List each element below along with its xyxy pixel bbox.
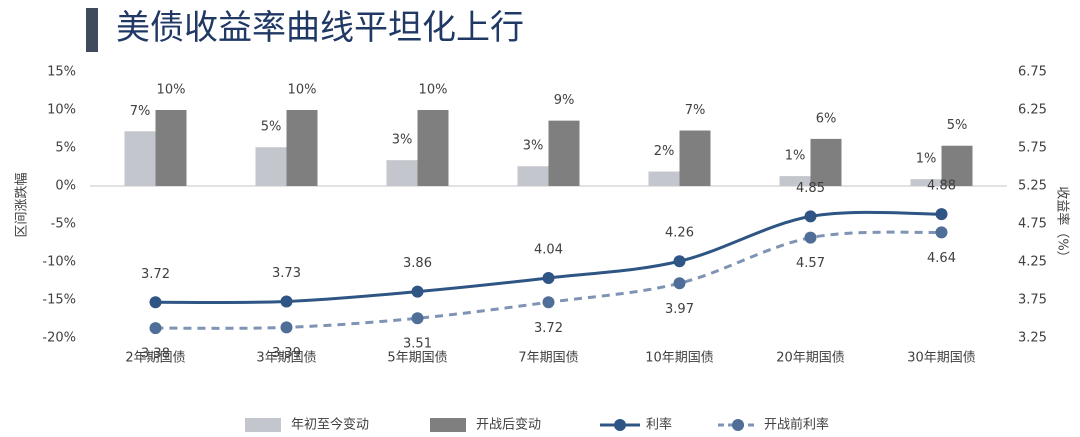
point [673, 277, 686, 290]
x-tick-label: 2年期国债 [125, 351, 185, 366]
point-label: 4.64 [927, 251, 956, 266]
bar [386, 160, 418, 186]
point-label: 3.73 [272, 266, 301, 281]
y2-tick-label: 4.25 [1018, 255, 1047, 270]
bar [124, 131, 156, 186]
point [935, 226, 948, 239]
bar [517, 166, 549, 186]
y-tick-label: 0% [55, 179, 76, 194]
y-tick-label: -10% [42, 255, 76, 270]
point-label: 4.26 [665, 226, 694, 241]
bar-label: 5% [947, 118, 968, 133]
bar [810, 138, 842, 186]
bar-label: 9% [554, 93, 575, 108]
point-label: 4.88 [927, 179, 956, 194]
point [542, 271, 555, 284]
y2-tick-label: 5.75 [1018, 141, 1047, 156]
bar [779, 176, 811, 186]
bar-label: 5% [261, 120, 282, 135]
bar-label: 10% [419, 83, 448, 98]
legend-label: 年初至今变动 [291, 417, 369, 433]
bar-label: 1% [916, 152, 937, 167]
legend-swatch [430, 418, 466, 432]
point-label: 3.72 [534, 321, 563, 336]
point-label: 3.86 [403, 256, 432, 271]
x-tick-label: 20年期国债 [776, 351, 845, 366]
bar-label: 1% [785, 149, 806, 164]
y-tick-label: 15% [47, 65, 76, 80]
point-label: 3.51 [403, 337, 432, 352]
bar-label: 6% [816, 111, 837, 126]
y-tick-label: -15% [42, 293, 76, 308]
point-label: 4.04 [534, 242, 563, 257]
point [673, 255, 686, 268]
legend-swatch [614, 419, 626, 431]
bar [286, 110, 318, 186]
y2-tick-label: 3.25 [1018, 331, 1047, 346]
y-tick-label: -20% [42, 331, 76, 346]
point-label: 3.72 [141, 267, 170, 282]
legend-label: 开战后变动 [476, 417, 541, 433]
point [935, 208, 948, 221]
point [280, 321, 293, 334]
point [280, 295, 293, 308]
title-accent [86, 8, 98, 52]
bar [941, 145, 973, 186]
point [411, 312, 424, 325]
bar-label: 7% [130, 104, 151, 119]
point [149, 322, 162, 335]
bar-label: 3% [392, 133, 413, 148]
point [149, 296, 162, 309]
point [411, 285, 424, 298]
bar [255, 147, 287, 186]
y2-tick-label: 6.75 [1018, 65, 1047, 80]
y2-axis-label: 收益率（%） [1055, 186, 1071, 263]
point-label: 3.39 [272, 346, 301, 361]
point [804, 231, 817, 244]
chart-title: 美债收益率曲线平坦化上行 [116, 8, 524, 48]
x-tick-label: 10年期国债 [645, 351, 714, 366]
bar [648, 171, 680, 186]
point [542, 296, 555, 309]
legend-label: 利率 [646, 417, 672, 433]
bar [548, 120, 580, 186]
bar [910, 179, 942, 186]
y2-tick-label: 5.25 [1018, 179, 1047, 194]
point [804, 210, 817, 223]
x-tick-label: 30年期国债 [907, 351, 976, 366]
point-label: 4.85 [796, 181, 825, 196]
bar-label: 10% [288, 83, 317, 98]
x-tick-label: 3年期国债 [256, 351, 316, 366]
legend-swatch [732, 419, 744, 431]
bar-label: 3% [523, 139, 544, 154]
y-tick-label: 5% [55, 141, 76, 156]
y2-tick-label: 4.75 [1018, 217, 1047, 232]
bar-label: 10% [157, 83, 186, 98]
bar [679, 130, 711, 186]
y2-tick-label: 6.25 [1018, 103, 1047, 118]
y-tick-label: -5% [51, 217, 76, 232]
legend-swatch [245, 418, 281, 432]
bar-label: 2% [654, 144, 675, 159]
point-label: 3.38 [141, 347, 170, 362]
legend-label: 开战前利率 [764, 417, 829, 433]
bar [417, 110, 449, 186]
x-tick-label: 7年期国债 [518, 351, 578, 366]
y-tick-label: 10% [47, 103, 76, 118]
point-label: 3.97 [665, 302, 694, 317]
point-label: 4.57 [796, 256, 825, 271]
y-axis-label: 区间涨跌幅 [14, 172, 30, 237]
bar-label: 7% [685, 103, 706, 118]
y2-tick-label: 3.75 [1018, 293, 1047, 308]
x-tick-label: 5年期国债 [387, 351, 447, 366]
bar [155, 110, 187, 186]
